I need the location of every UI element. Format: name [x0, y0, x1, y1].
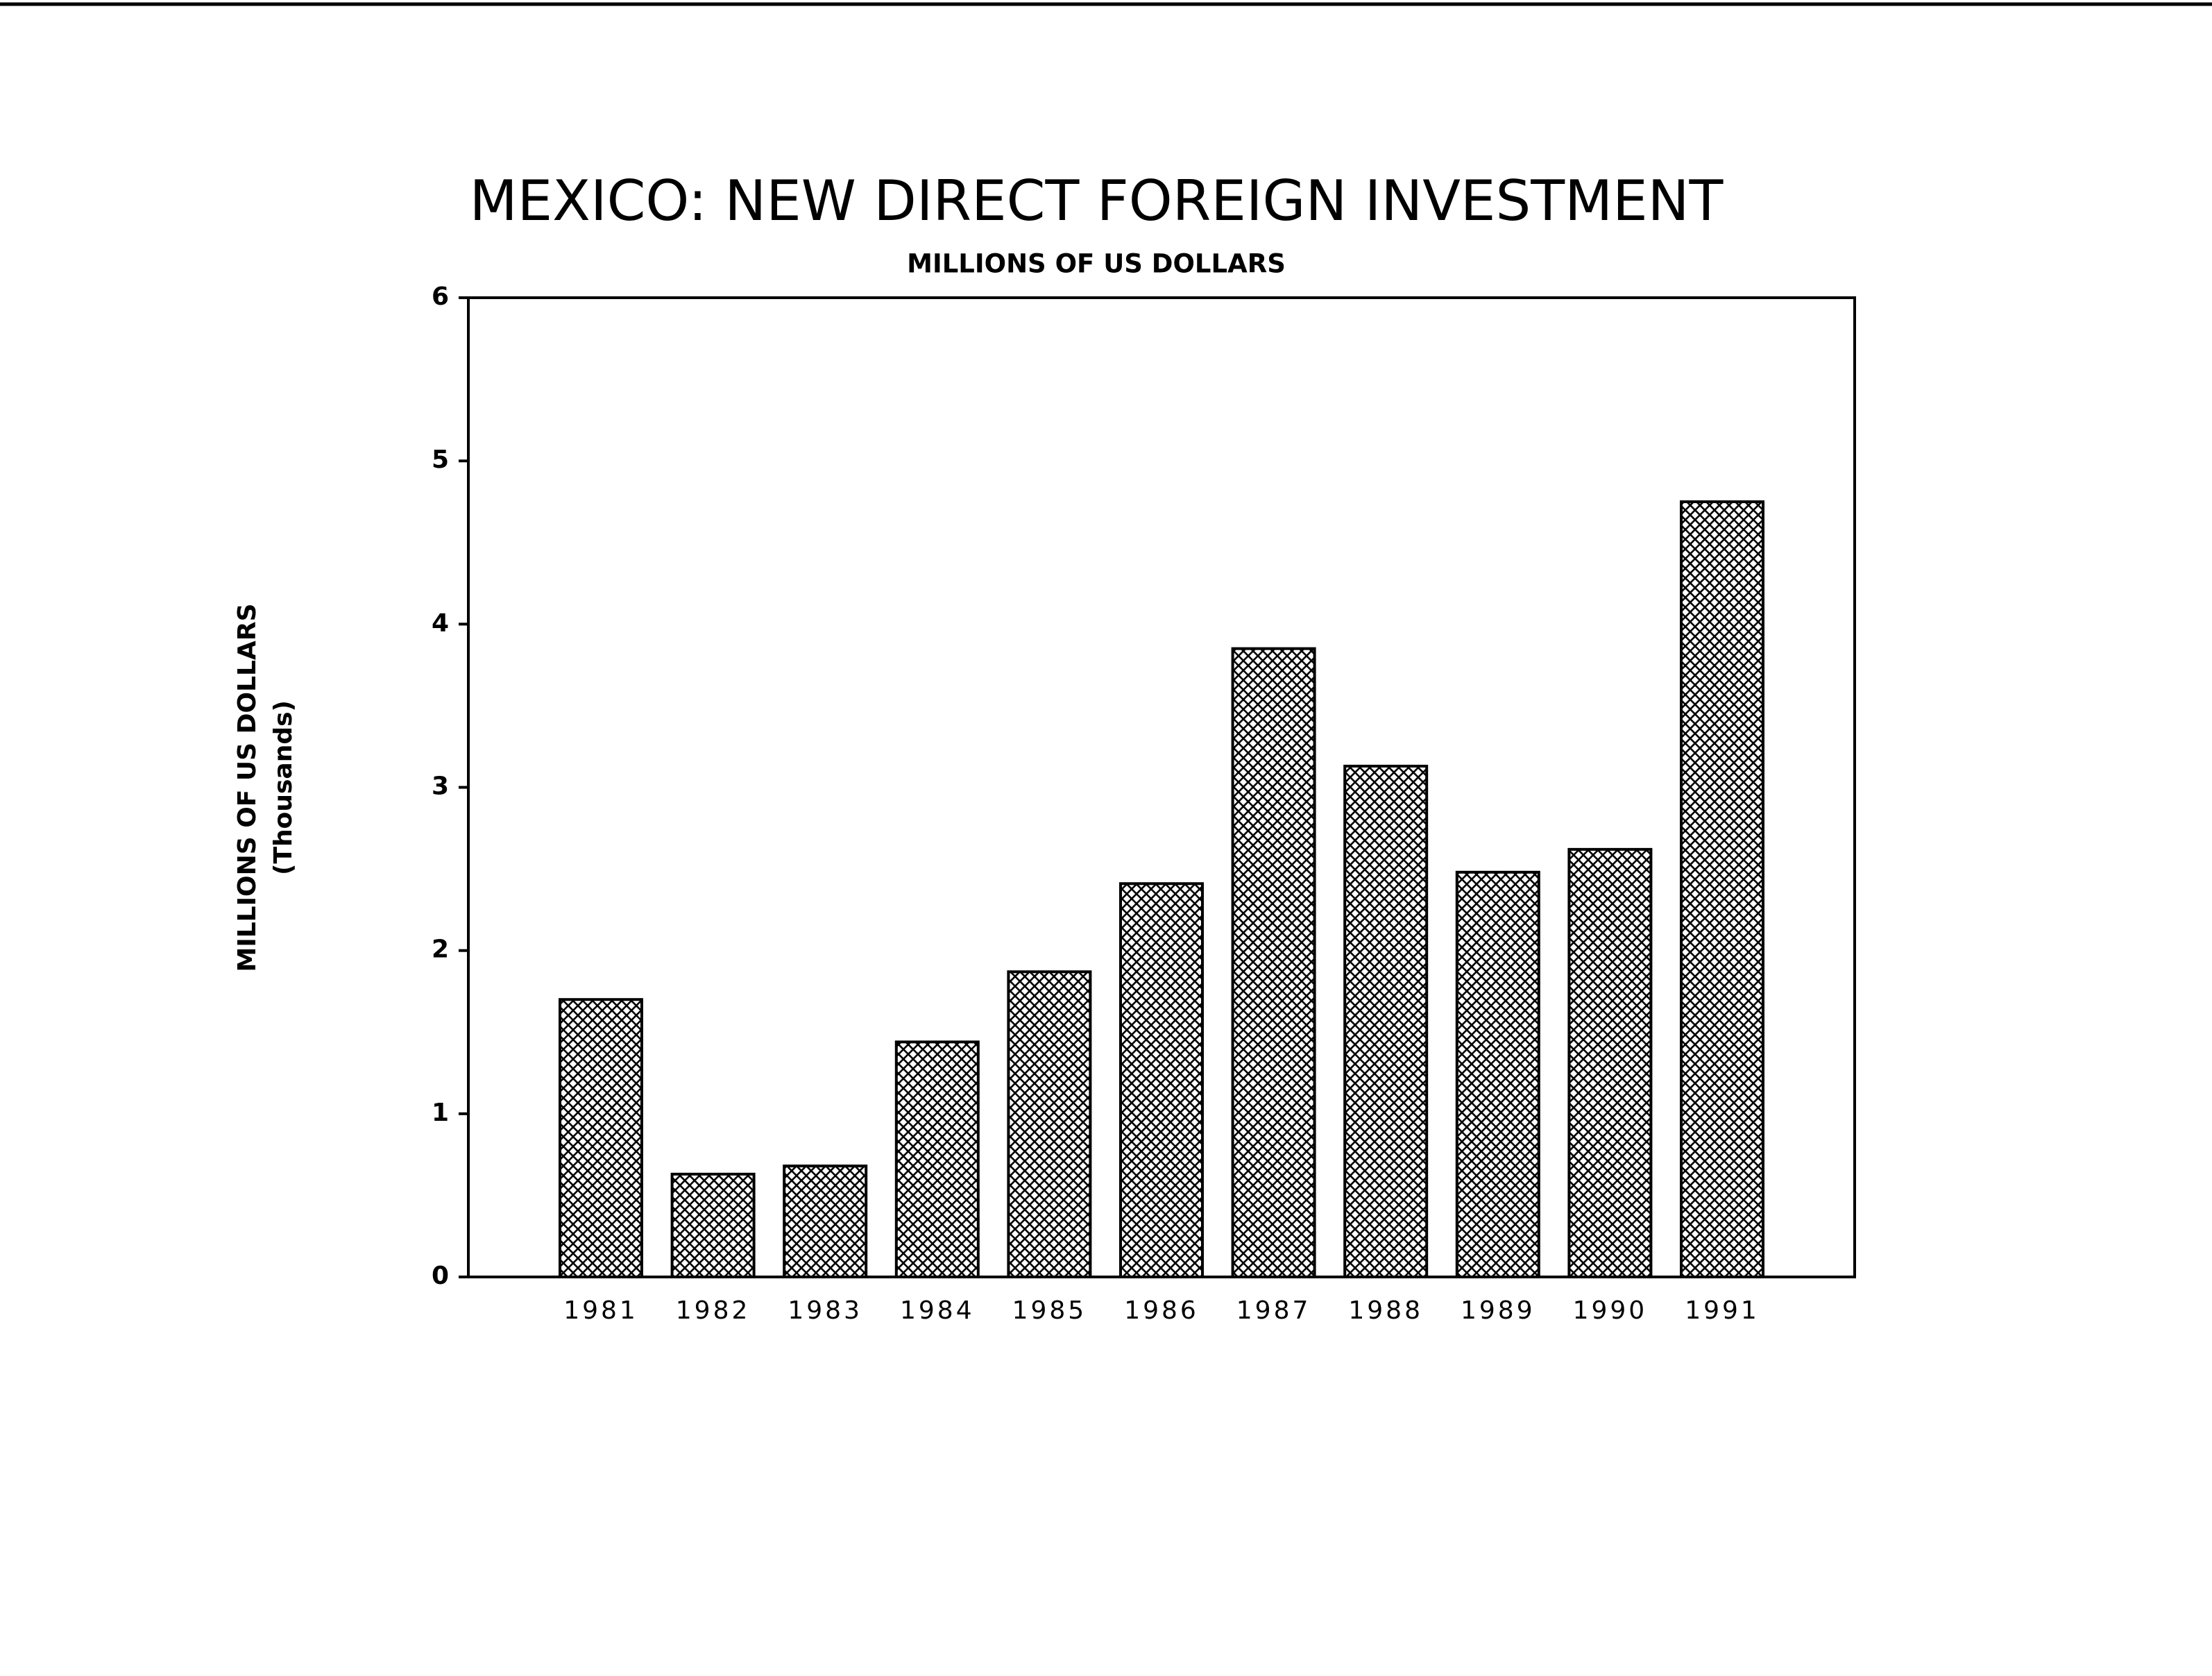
bar	[1567, 847, 1653, 1278]
y-tick-label: 6	[432, 282, 449, 311]
x-tick-label: 1983	[788, 1296, 862, 1325]
x-tick-label: 1991	[1685, 1296, 1760, 1325]
bar	[1231, 647, 1316, 1278]
y-tick-label: 0	[432, 1262, 449, 1290]
y-tick-label: 5	[432, 446, 449, 474]
x-tick-label: 1987	[1236, 1296, 1311, 1325]
x-tick-label: 1982	[676, 1296, 751, 1325]
x-tick-label: 1986	[1124, 1296, 1199, 1325]
bar	[1007, 970, 1092, 1278]
y-tick-label: 3	[432, 772, 449, 801]
y-tick-label: 1	[432, 1099, 449, 1127]
bar	[894, 1040, 980, 1278]
bar	[783, 1165, 868, 1278]
chart-title: MEXICO: NEW DIRECT FOREIGN INVESTMENT	[470, 169, 1724, 233]
bar	[1119, 882, 1204, 1278]
y-axis-label: MILLIONS OF US DOLLARS	[233, 604, 262, 972]
x-tick-label: 1990	[1573, 1296, 1648, 1325]
x-tick-label: 1984	[900, 1296, 975, 1325]
bar	[1680, 500, 1764, 1278]
y-tick-label: 2	[432, 936, 449, 964]
bar	[1455, 870, 1540, 1278]
bar	[670, 1172, 756, 1278]
bar	[559, 998, 643, 1278]
bar	[1343, 764, 1429, 1278]
x-tick-label: 1981	[563, 1296, 638, 1325]
x-tick-label: 1985	[1012, 1296, 1087, 1325]
x-tick-label: 1989	[1461, 1296, 1535, 1325]
y-tick-label: 4	[432, 609, 449, 637]
x-tick-label: 1988	[1348, 1296, 1423, 1325]
chart-subtitle: MILLIONS OF US DOLLARS	[907, 249, 1286, 279]
y-axis-label-note: (Thousands)	[269, 700, 298, 875]
